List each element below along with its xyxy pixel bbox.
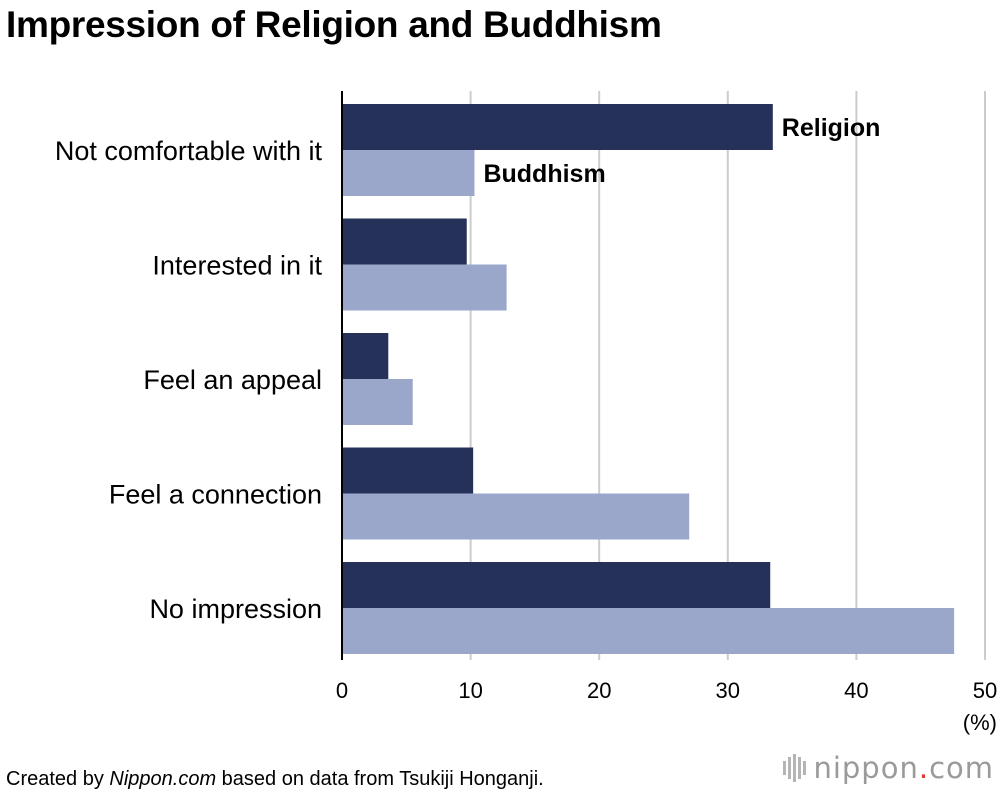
credit-suffix: based on data from Tsukiji Honganji. bbox=[216, 768, 544, 790]
buddhism-bar bbox=[342, 608, 955, 654]
religion-bar bbox=[342, 562, 771, 608]
source-credit: Created by Nippon.com based on data from… bbox=[6, 768, 544, 791]
logo-bars-icon bbox=[783, 754, 807, 782]
buddhism-bar bbox=[342, 379, 413, 425]
buddhism-bar bbox=[342, 493, 690, 540]
credit-brand: Nippon.com bbox=[109, 768, 217, 790]
x-tick-label: 10 bbox=[458, 678, 482, 703]
x-tick-label: 50 bbox=[973, 678, 997, 703]
category-label: Not comfortable with it bbox=[55, 136, 323, 166]
nippon-logo: nippon.com bbox=[783, 751, 994, 785]
religion-bar bbox=[342, 104, 773, 150]
category-label: Feel an appeal bbox=[143, 365, 322, 395]
series-label: Buddhism bbox=[483, 160, 605, 188]
x-unit-label: (%) bbox=[963, 710, 997, 735]
x-tick-label: 40 bbox=[844, 678, 868, 703]
category-label: Feel a connection bbox=[109, 480, 322, 510]
category-label: No impression bbox=[149, 594, 322, 624]
category-label: Interested in it bbox=[152, 251, 322, 281]
logo-wordmark: nippon.com bbox=[813, 751, 994, 785]
buddhism-bar bbox=[342, 264, 507, 311]
chart-title: Impression of Religion and Buddhism bbox=[6, 4, 662, 45]
buddhism-bar bbox=[342, 150, 475, 196]
religion-bar bbox=[342, 218, 467, 265]
series-label: Religion bbox=[782, 114, 881, 142]
x-tick-label: 20 bbox=[587, 678, 611, 703]
credit-prefix: Created by bbox=[6, 768, 110, 790]
religion-bar bbox=[342, 447, 474, 494]
religion-bar bbox=[342, 333, 389, 379]
x-tick-label: 30 bbox=[716, 678, 740, 703]
x-tick-label: 0 bbox=[336, 678, 348, 703]
